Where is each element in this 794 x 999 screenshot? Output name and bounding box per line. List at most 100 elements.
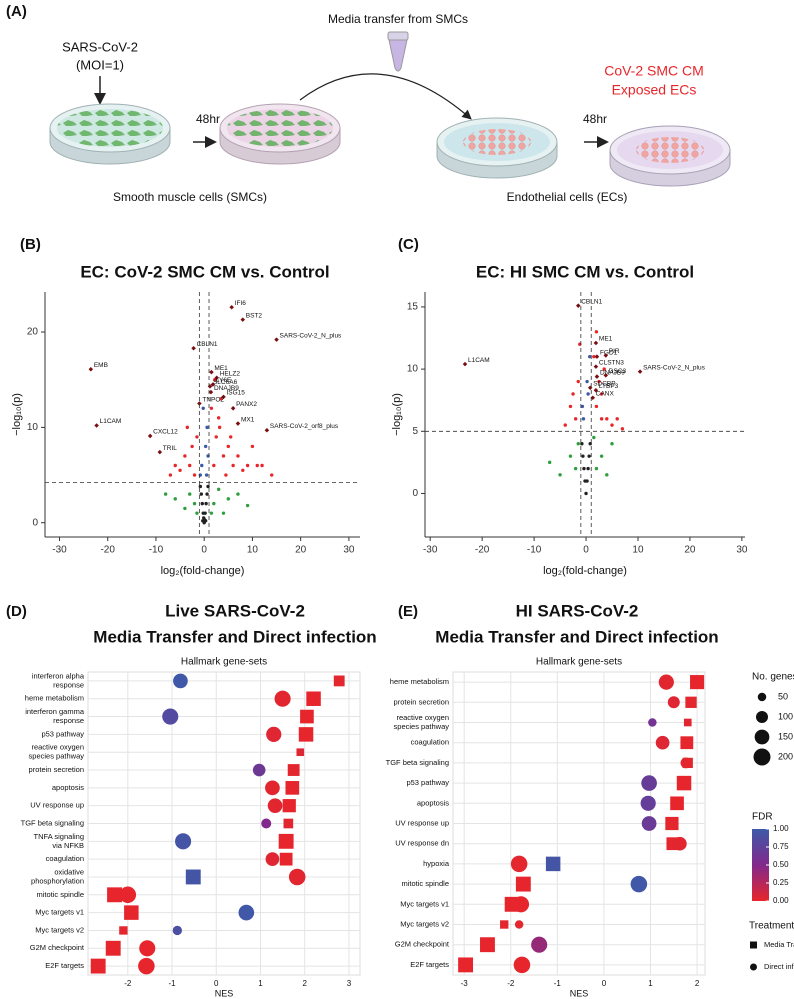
point [255, 463, 259, 468]
x-tick-label: -2 [124, 979, 132, 988]
point [585, 379, 589, 384]
point [571, 392, 575, 396]
category-label: heme metabolism [390, 677, 449, 686]
direct-infection-mark [641, 775, 657, 791]
size-legend-label: 200 [778, 751, 793, 761]
gene-point [229, 304, 234, 310]
text-line: response [53, 680, 84, 689]
x-tick-label: 30 [343, 545, 355, 556]
category-label: G2M checkpoint [395, 940, 450, 949]
x-tick-label: -3 [461, 979, 469, 988]
x-tick-label: 0 [214, 979, 219, 988]
media-transfer-mark [670, 796, 684, 811]
gene-label: PIR [609, 348, 620, 355]
gene-point [587, 385, 593, 391]
category-label: reactive oxygen species pathway [394, 713, 450, 731]
x-tick-label: -10 [527, 545, 542, 556]
media-transfer-mark [279, 852, 293, 866]
x-tick-label: 20 [295, 545, 307, 556]
point [219, 397, 223, 401]
point [582, 466, 586, 471]
direct-infection-mark [667, 696, 680, 709]
text-line: response [53, 716, 84, 725]
y-tick-label: 15 [407, 302, 419, 313]
direct-infection-mark [267, 798, 283, 814]
panel-label: (C) [398, 236, 419, 253]
direct-infection-mark [288, 868, 306, 886]
text-line: interferon alpha [32, 671, 85, 680]
gene-label: DNAJB9 [600, 369, 625, 376]
gene-label: LY6E [216, 377, 232, 384]
gene-point [575, 303, 581, 308]
media-transfer-mark [458, 957, 474, 973]
x-tick-label: 2 [302, 979, 307, 988]
color-bar-label: 0.00 [773, 896, 789, 905]
point [192, 501, 197, 506]
point [201, 406, 205, 411]
y-axis-label: −log₁₀(p) [391, 393, 403, 436]
point [217, 425, 222, 430]
point [584, 491, 588, 496]
gene-label: EMB [94, 362, 108, 369]
x-tick-label: 0 [602, 979, 607, 988]
category-label: apoptosis [417, 798, 449, 807]
panel-label: (B) [20, 236, 41, 253]
moi-label: (MOI=1) [76, 57, 124, 72]
category-label: E2F targets [410, 960, 449, 969]
x-tick-label: -1 [168, 979, 176, 988]
legend-title: Treatment [749, 921, 794, 932]
x-tick-label: 1 [648, 979, 653, 988]
gene-point [603, 353, 609, 358]
point [587, 354, 592, 359]
media-transfer-mark [283, 818, 294, 829]
chart-title: EC: HI SMC CM vs. Control [476, 262, 694, 281]
media-transfer-mark [105, 940, 121, 956]
point [216, 487, 221, 492]
point [224, 473, 228, 477]
point [205, 425, 209, 430]
point [602, 367, 606, 371]
point [568, 454, 573, 458]
point [576, 379, 580, 384]
media-transfer-mark [90, 958, 106, 974]
gene-point [235, 421, 241, 426]
y-tick-label: 0 [412, 488, 418, 499]
gene-label: L1CAM [468, 357, 490, 364]
gene-point [230, 406, 236, 411]
x-tick-label: -1 [554, 979, 562, 988]
point [209, 406, 214, 411]
point [592, 354, 596, 359]
x-tick-label: 10 [632, 545, 644, 556]
point [200, 501, 204, 506]
x-tick-label: -20 [100, 545, 115, 556]
gene-label: L1CAM [100, 418, 122, 425]
panel-a: (A) SARS-CoV-2 (MOI=1) 48hr Smooth muscl… [6, 3, 731, 204]
legend-label: Direct infection [764, 962, 794, 971]
point [270, 473, 274, 477]
legend-square [750, 941, 757, 949]
point [199, 492, 203, 496]
media-transfer-mark [296, 748, 305, 757]
point [216, 416, 221, 420]
category-label: Myc targets v1 [400, 899, 449, 908]
gene-label: SARS-CoV-2_orf8_plus [270, 423, 339, 430]
x-tick-label: 1 [258, 979, 263, 988]
point [594, 330, 599, 334]
point [610, 423, 614, 427]
gene-point [240, 317, 246, 322]
x-tick-label: 10 [247, 545, 259, 556]
point [236, 454, 240, 458]
media-transfer-mark [545, 856, 561, 872]
point [594, 404, 599, 409]
chart-subtitle: Hallmark gene-sets [181, 657, 267, 668]
category-label: Myc targets v2 [400, 919, 449, 928]
direct-infection-mark [630, 875, 648, 893]
chart-title: Live SARS-CoV-2 [165, 601, 305, 620]
x-tick-label: 3 [347, 979, 352, 988]
gene-point [593, 364, 599, 369]
direct-infection-mark [261, 818, 272, 829]
gene-label: CBLN1 [581, 298, 602, 305]
text-line: reactive oxygen [396, 713, 449, 722]
point [203, 444, 208, 449]
size-legend-label: 100 [778, 711, 793, 721]
